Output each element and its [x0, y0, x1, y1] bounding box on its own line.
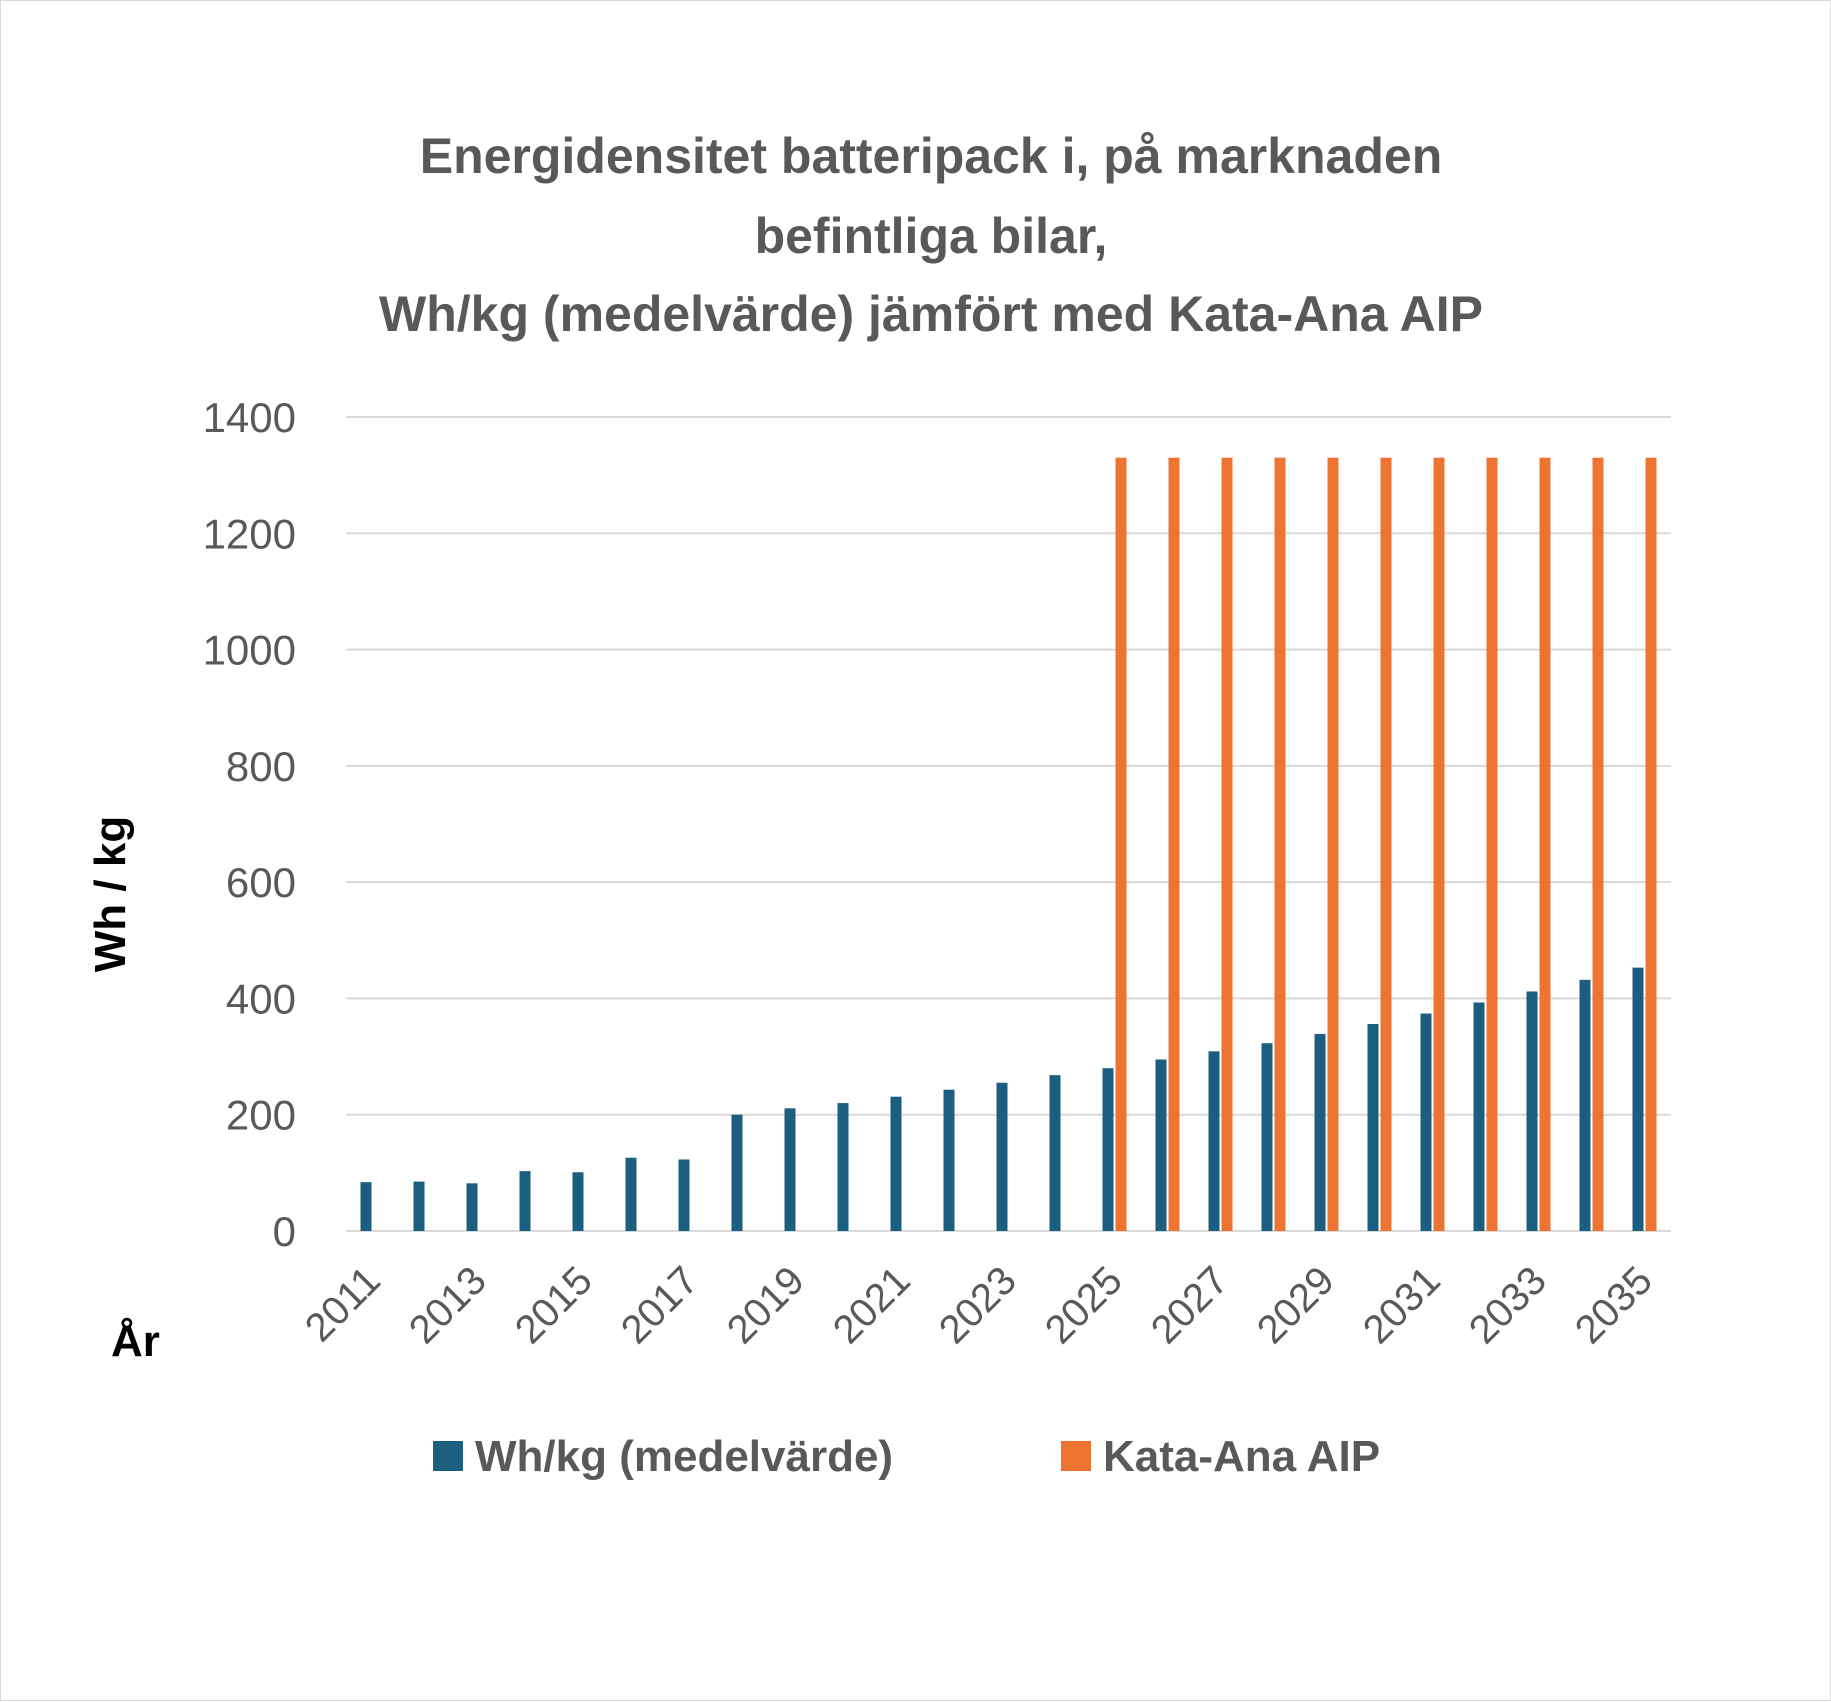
chart-title-line-1: Energidensitet batteripack i, på marknad… [420, 128, 1443, 184]
y-tick-label: 1200 [203, 510, 296, 557]
bar-medelvarde-2015 [572, 1172, 584, 1231]
legend-swatch-0 [433, 1441, 463, 1471]
bar-medelvarde-2017 [678, 1159, 690, 1231]
bar-medelvarde-2035 [1632, 967, 1644, 1231]
chart-title-line-2: befintliga bilar, [755, 208, 1108, 264]
x-tick-label: 2031 [1355, 1258, 1449, 1352]
bar-medelvarde-2016 [625, 1157, 637, 1231]
bar-medelvarde-2023 [996, 1082, 1008, 1231]
y-tick-label: 800 [226, 743, 296, 790]
y-tick-label: 0 [273, 1208, 296, 1255]
bar-medelvarde-2024 [1049, 1075, 1061, 1231]
bar-kata-ana-2025 [1115, 457, 1127, 1231]
bar-medelvarde-2029 [1314, 1033, 1326, 1231]
x-tick-label: 2025 [1037, 1258, 1131, 1352]
gridlines [346, 416, 1671, 1232]
bar-medelvarde-2022 [943, 1089, 955, 1231]
bar-medelvarde-2025 [1102, 1068, 1114, 1231]
x-tick-label: 2035 [1567, 1258, 1661, 1352]
x-tick-label: 2015 [507, 1258, 601, 1352]
y-tick-label: 200 [226, 1092, 296, 1139]
x-tick-label: 2017 [613, 1258, 707, 1352]
y-tick-label: 1400 [203, 394, 296, 441]
x-tick-label: 2023 [931, 1258, 1025, 1352]
bar-kata-ana-2032 [1486, 457, 1498, 1231]
chart-title-line-3: Wh/kg (medelvärde) jämfört med Kata-Ana … [379, 286, 1483, 342]
bar-kata-ana-2028 [1274, 457, 1286, 1231]
bar-medelvarde-2032 [1473, 1002, 1485, 1231]
x-tick-label: 2013 [401, 1258, 495, 1352]
bar-kata-ana-2030 [1380, 457, 1392, 1231]
bar-medelvarde-2014 [519, 1171, 531, 1231]
bars [360, 457, 1657, 1231]
legend-label-1: Kata-Ana AIP [1103, 1432, 1380, 1481]
bar-kata-ana-2027 [1221, 457, 1233, 1231]
y-axis-title: Wh / kg [86, 816, 135, 972]
legend: Wh/kg (medelvärde) Kata-Ana AIP [433, 1432, 1380, 1481]
bar-medelvarde-2033 [1526, 991, 1538, 1231]
y-tick-label: 400 [226, 975, 296, 1022]
bar-kata-ana-2026 [1168, 457, 1180, 1231]
bar-kata-ana-2035 [1645, 457, 1657, 1231]
x-axis-title: År [111, 1317, 160, 1366]
bar-medelvarde-2031 [1420, 1013, 1432, 1231]
x-tick-label: 2029 [1249, 1258, 1343, 1352]
x-tick-label: 2019 [719, 1258, 813, 1352]
bar-medelvarde-2026 [1155, 1059, 1167, 1231]
bar-medelvarde-2021 [890, 1096, 902, 1231]
x-tick-label: 2027 [1143, 1258, 1237, 1352]
bar-medelvarde-2018 [731, 1114, 743, 1231]
bar-medelvarde-2020 [837, 1103, 849, 1231]
x-tick-label: 2021 [825, 1258, 919, 1352]
bar-medelvarde-2019 [784, 1108, 796, 1231]
y-tick-label: 1000 [203, 627, 296, 674]
x-tick-label: 2011 [297, 1258, 389, 1350]
bar-medelvarde-2034 [1579, 979, 1591, 1231]
legend-swatch-1 [1061, 1441, 1091, 1471]
bar-medelvarde-2012 [413, 1181, 425, 1231]
y-tick-label: 600 [226, 859, 296, 906]
chart-title: Energidensitet batteripack i, på marknad… [379, 128, 1483, 342]
bar-kata-ana-2031 [1433, 457, 1445, 1231]
bar-kata-ana-2033 [1539, 457, 1551, 1231]
y-axis-ticks: 0 200 400 600 800 1000 1200 1400 [203, 394, 296, 1255]
bar-medelvarde-2013 [466, 1183, 478, 1231]
bar-medelvarde-2028 [1261, 1043, 1273, 1231]
bar-kata-ana-2029 [1327, 457, 1339, 1231]
bar-kata-ana-2034 [1592, 457, 1604, 1231]
legend-label-0: Wh/kg (medelvärde) [475, 1432, 893, 1481]
bar-medelvarde-2027 [1208, 1051, 1220, 1231]
x-axis-ticks: 2011 2013 2015 2017 2019 2021 2023 2025 2027 2029… [297, 1258, 1661, 1352]
x-tick-label: 2033 [1461, 1258, 1555, 1352]
bar-medelvarde-2030 [1367, 1024, 1379, 1231]
bar-medelvarde-2011 [360, 1182, 372, 1231]
